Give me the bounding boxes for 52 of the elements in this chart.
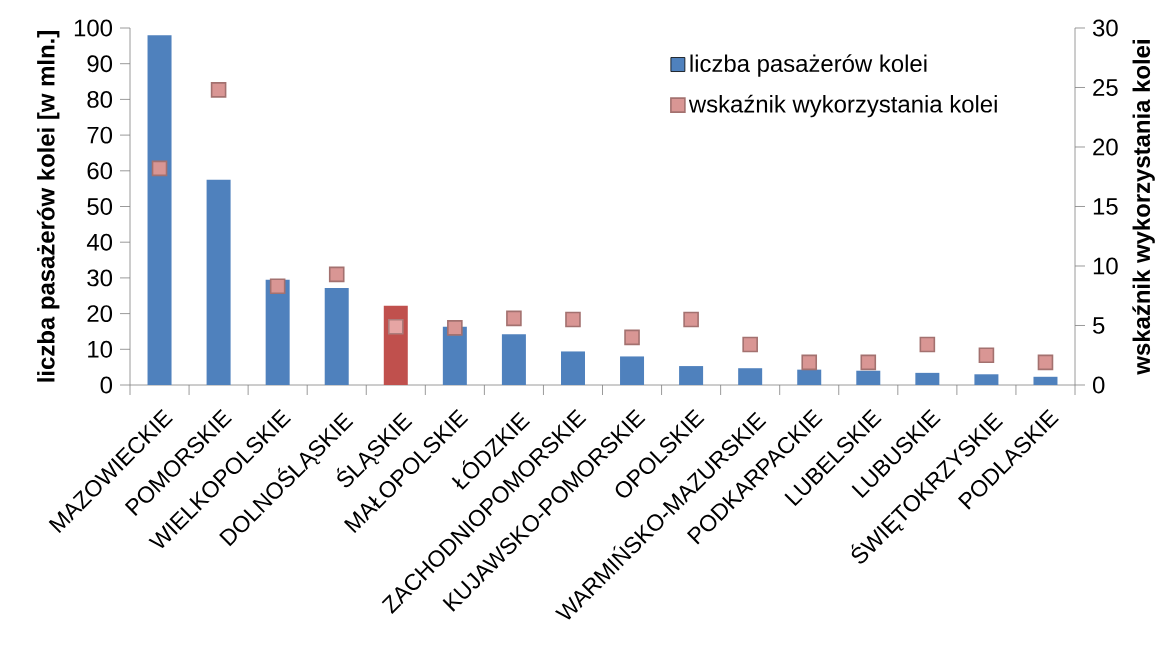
y-tick-label: 60 — [87, 162, 113, 180]
point — [978, 347, 995, 364]
bar — [206, 179, 231, 385]
y-axis-title: liczba pasażerów kolei [w mln.] — [36, 31, 60, 382]
bar — [620, 356, 645, 385]
bar — [856, 370, 881, 385]
y-tick-label: 30 — [87, 269, 113, 287]
y2-tick-label: 20 — [1093, 138, 1118, 156]
bar — [147, 35, 172, 385]
y-tick-label: 10 — [88, 340, 113, 358]
y-tick-label: 90 — [87, 55, 113, 73]
y2-tick-label: 10 — [1093, 257, 1118, 275]
bar — [265, 279, 290, 385]
bar — [738, 368, 763, 385]
y2-axis-title: wskaźnik wykorzystania kolei — [1132, 40, 1155, 375]
y2-tick-label: 5 — [1093, 317, 1105, 334]
point — [624, 329, 640, 346]
y2-tick-label: 25 — [1093, 79, 1118, 96]
y2-tick-label: 30 — [1092, 19, 1118, 37]
y-tick-label: 70 — [87, 126, 113, 144]
y-tick-label: 80 — [87, 90, 113, 108]
legend-label: wskaźnik wykorzystania kolei — [688, 94, 997, 118]
bar — [501, 334, 526, 385]
point — [565, 311, 581, 328]
point — [387, 318, 404, 335]
point — [860, 354, 877, 371]
point — [742, 336, 758, 353]
bar — [560, 351, 585, 385]
point — [1037, 354, 1054, 371]
y2-tick-label: 15 — [1093, 198, 1118, 215]
point — [683, 311, 699, 328]
bar — [679, 366, 704, 385]
y-tick-label: 0 — [100, 376, 113, 394]
y-tick-label: 100 — [74, 19, 113, 37]
bar — [324, 287, 349, 385]
bar — [1033, 376, 1058, 385]
legend-label: liczba pasażerów kolei — [690, 54, 927, 77]
y-tick-label: 20 — [87, 305, 113, 323]
point — [328, 266, 345, 283]
point — [919, 336, 936, 353]
bar — [915, 372, 940, 385]
bar — [797, 369, 822, 385]
point — [801, 354, 818, 371]
point — [210, 82, 227, 98]
y2-tick-label: 0 — [1092, 376, 1105, 394]
point — [269, 278, 286, 295]
point — [151, 160, 168, 177]
point — [506, 310, 522, 327]
y-tick-label: 50 — [87, 198, 113, 215]
bar — [974, 374, 999, 385]
point — [447, 320, 463, 336]
y-tick-label: 40 — [86, 233, 113, 251]
